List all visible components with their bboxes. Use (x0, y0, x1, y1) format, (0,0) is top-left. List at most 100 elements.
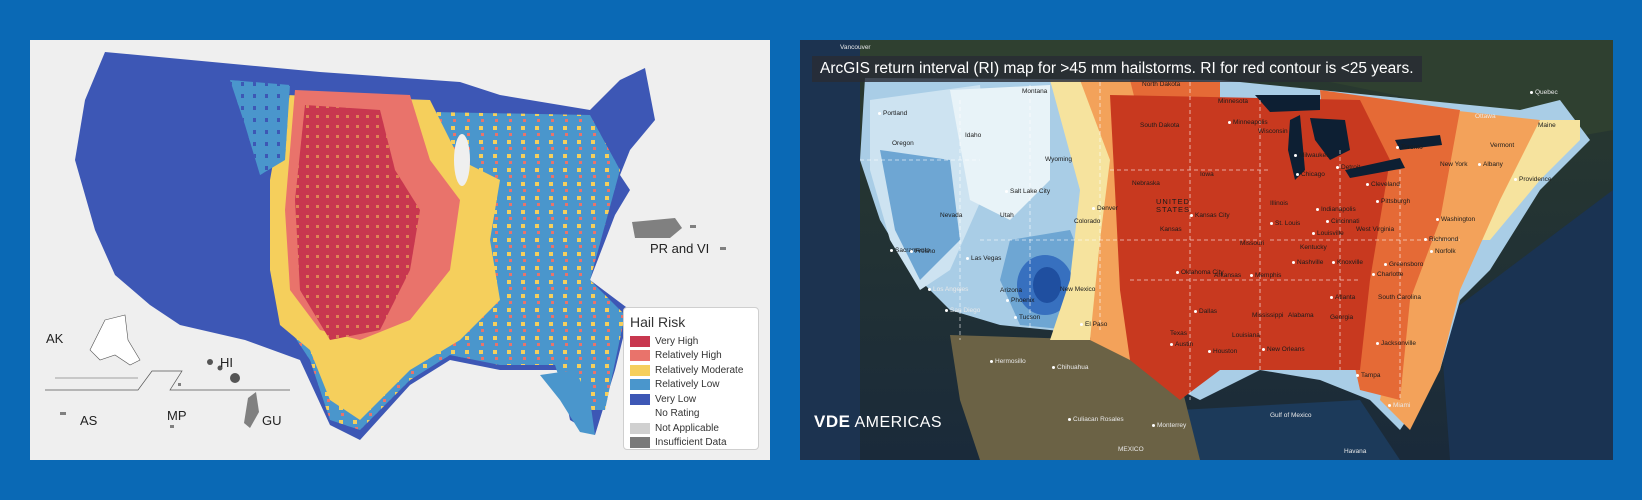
legend-label: Relatively Low (655, 379, 720, 391)
return-interval-map-panel: ArcGIS return interval (RI) map for >45 … (800, 40, 1613, 460)
territory-label-mp: MP (167, 408, 187, 423)
vde-americas-logo: VDE AMERICAS (814, 412, 942, 432)
legend-item-relatively-high: Relatively High (630, 349, 752, 364)
city-label: Quebec (1530, 89, 1558, 96)
legend-swatch (630, 393, 650, 405)
city-label: Portland (878, 110, 907, 117)
city-label: Colorado (1074, 218, 1101, 225)
legend-swatch (630, 364, 650, 376)
city-label: Albany (1478, 161, 1503, 168)
city-label: Houston (1208, 348, 1237, 355)
city-label: San Diego (945, 307, 980, 314)
legend-item-very-low: Very Low (630, 392, 752, 407)
legend-label: Not Applicable (655, 422, 719, 434)
city-label: Nevada (940, 212, 963, 219)
city-label: Pittsburgh (1376, 198, 1410, 205)
city-label: St. Louis (1270, 220, 1300, 227)
city-label: Richmond (1424, 236, 1458, 243)
territory-label-gu: GU (262, 413, 282, 428)
return-interval-map (800, 40, 1613, 460)
brand-bold: VDE (814, 412, 851, 431)
city-label: Fresno (910, 248, 935, 255)
city-label: Kansas (1160, 226, 1182, 233)
territory-label-as: AS (80, 413, 98, 428)
city-label: West Virginia (1356, 226, 1395, 233)
city-label: Monterrey (1152, 422, 1186, 429)
legend-label: Very Low (655, 393, 697, 405)
legend-label: Relatively Moderate (655, 364, 744, 376)
city-label: South Dakota (1140, 122, 1180, 129)
city-label: Las Vegas (966, 255, 1001, 262)
city-label: Georgia (1330, 314, 1354, 321)
city-label: Jacksonville (1376, 340, 1416, 347)
city-label: Washington (1436, 216, 1475, 223)
city-label: Greensboro (1384, 261, 1423, 268)
brand-light: AMERICAS (854, 414, 943, 431)
city-label: Idaho (965, 132, 982, 139)
city-label: Phoenix (1006, 297, 1035, 304)
city-label: Vancouver (840, 44, 871, 51)
city-label: Montana (1022, 88, 1048, 95)
city-label: New Orleans (1262, 346, 1305, 353)
city-label: Illinois (1270, 200, 1289, 207)
hail-risk-map (45, 52, 726, 440)
legend-swatch (630, 350, 650, 362)
city-label: Minnesota (1218, 98, 1248, 105)
legend-label: Very High (655, 335, 699, 347)
city-label: Knoxville (1332, 259, 1363, 266)
city-label: New York (1440, 161, 1468, 168)
city-label: Tucson (1014, 314, 1040, 321)
city-label: Minneapolis (1228, 119, 1268, 126)
city-label: Texas (1170, 330, 1187, 337)
legend-swatch (630, 379, 650, 391)
map-caption: ArcGIS return interval (RI) map for >45 … (812, 56, 1422, 82)
territory-label-hi: HI (220, 355, 233, 370)
city-label: Tampa (1356, 372, 1381, 379)
legend-swatch (630, 437, 650, 449)
city-label: Ottawa (1475, 113, 1496, 120)
city-label: Miami (1388, 402, 1410, 409)
city-label: Milwaukee (1294, 152, 1330, 159)
city-label: Utah (1000, 212, 1014, 219)
city-label: Austin (1170, 341, 1193, 348)
city-label: Denver (1092, 205, 1118, 212)
city-label: Indianapolis (1316, 206, 1356, 213)
city-label: Los Angeles (928, 286, 968, 293)
city-label: Cincinnati (1326, 218, 1360, 225)
city-label: Dallas (1194, 308, 1217, 315)
legend-swatch (630, 422, 650, 434)
city-label: Atlanta (1330, 294, 1355, 301)
city-label: Wisconsin (1258, 128, 1288, 135)
city-label: Culiacan Rosales (1068, 416, 1124, 423)
city-label: Maine (1538, 122, 1556, 129)
city-label: Salt Lake City (1005, 188, 1050, 195)
city-label: Providence (1514, 176, 1552, 183)
city-label: Kansas City (1190, 212, 1230, 219)
city-label: Detroit (1336, 164, 1360, 171)
city-label: MEXICO (1118, 446, 1144, 453)
territory-label-ak: AK (46, 331, 64, 346)
city-label: Havana (1344, 448, 1367, 455)
city-label: Nebraska (1132, 180, 1160, 187)
city-label: Mississippi (1252, 312, 1284, 319)
city-label: Gulf of Mexico (1270, 412, 1312, 419)
city-label: Chihuahua (1052, 364, 1088, 371)
territory-label-pr-vi: PR and VI (650, 241, 710, 256)
city-label: Chicago (1296, 171, 1325, 178)
city-label: Missouri (1240, 240, 1265, 247)
legend-label: Insufficient Data (655, 437, 727, 449)
legend-item-relatively-low: Relatively Low (630, 378, 752, 393)
country-label: UNITED STATES (1156, 197, 1191, 214)
city-label: Hermosillo (990, 358, 1026, 365)
city-label: North Dakota (1142, 81, 1181, 88)
city-label: Wyoming (1045, 156, 1073, 163)
city-label: South Carolina (1378, 294, 1421, 301)
city-label: El Paso (1080, 321, 1107, 328)
city-label: Iowa (1200, 171, 1214, 178)
legend-item-no-rating: No Rating (630, 407, 752, 422)
legend-item-not-applicable: Not Applicable (630, 421, 752, 436)
legend-label: Relatively High (655, 350, 722, 362)
legend-title: Hail Risk (630, 314, 686, 330)
hail-risk-map-panel: PR and VI AK HI AS MP GU Hail Risk Very … (30, 40, 770, 460)
city-label: Memphis (1250, 272, 1281, 279)
